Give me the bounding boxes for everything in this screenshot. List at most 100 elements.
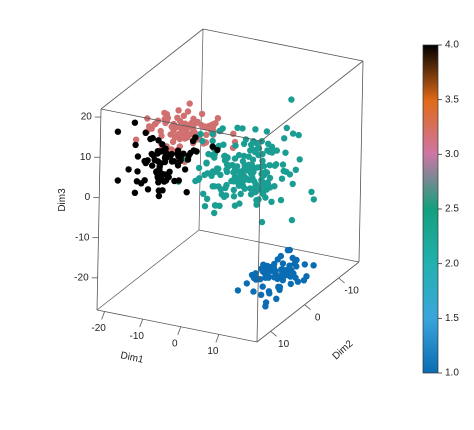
- scatter-point: [176, 135, 183, 143]
- box-edge: [100, 108, 262, 142]
- colorbar-tick-label: 1.0: [445, 368, 459, 379]
- colorbar-tick-label: 3.5: [445, 94, 459, 105]
- x-axis-tick: [101, 311, 105, 320]
- scatter-point: [216, 202, 223, 209]
- scatter-point: [296, 156, 303, 163]
- scatter-point: [249, 170, 256, 177]
- scatter-point: [209, 137, 216, 145]
- scatter-point: [200, 190, 207, 197]
- scatter-point: [241, 185, 248, 192]
- scatter-point: [282, 149, 289, 156]
- scatter-point: [180, 150, 187, 157]
- scatter-point: [265, 288, 273, 295]
- scatter-point: [240, 140, 248, 147]
- colorbar: 1.0 1.5 2.0 2.5 3.0 3.5 4.0: [422, 40, 459, 379]
- box-edge: [198, 229, 360, 263]
- z-tick-label: 20: [81, 112, 93, 123]
- y-tick-label: -10: [344, 286, 359, 297]
- scatter-point: [175, 177, 182, 184]
- scatter-point: [198, 110, 206, 118]
- z-tick-label: 0: [85, 192, 91, 203]
- scatter-point: [252, 126, 259, 133]
- scatter-point: [254, 140, 261, 147]
- scatter-point: [289, 180, 296, 188]
- scatter-point: [149, 134, 156, 142]
- box-edge: [198, 28, 204, 231]
- x-tick-label: 10: [207, 346, 219, 357]
- box-edge: [358, 60, 364, 263]
- scatter-point: [211, 209, 218, 217]
- scatter-point: [159, 141, 166, 148]
- y-tick-label: 0: [315, 312, 321, 323]
- scatter-point: [157, 127, 164, 135]
- scatter-point: [193, 148, 200, 155]
- scatter-point: [159, 187, 166, 194]
- scatter-point: [301, 261, 308, 268]
- scatter-point: [275, 284, 282, 291]
- scatter-point: [132, 141, 139, 149]
- scatter-point: [235, 151, 243, 159]
- scatter-point: [286, 246, 293, 254]
- x-tick-label: 0: [172, 338, 178, 349]
- scatter-point: [174, 147, 182, 154]
- scatter-point: [201, 203, 209, 210]
- axis-ticks: -20 -10 0 10 20 -20 -10 0 10 -10 0 10: [74, 112, 359, 357]
- box-edge: [256, 261, 360, 343]
- scatter-point: [234, 287, 242, 294]
- scatter-point: [172, 124, 180, 131]
- scatter-point: [239, 125, 246, 132]
- scatter-point: [222, 184, 229, 192]
- scatter-point: [289, 130, 297, 137]
- scatter-point: [277, 196, 285, 204]
- scatter-point: [268, 198, 275, 205]
- scatter-point: [266, 162, 273, 169]
- plot-box-back: [96, 28, 360, 311]
- scatter-point: [212, 120, 219, 127]
- plot-box-front: [96, 28, 364, 343]
- scatter-point: [162, 145, 169, 152]
- box-edge: [96, 108, 102, 311]
- scatter-point: [141, 177, 148, 184]
- scatter-point: [153, 169, 160, 176]
- colorbar-tick-label: 2.5: [445, 204, 459, 215]
- scatter-point: [283, 124, 290, 132]
- scatter-point: [149, 162, 156, 169]
- scatter-point: [163, 150, 170, 157]
- scatter-point: [237, 190, 244, 198]
- scatter-point: [144, 186, 152, 193]
- scatter-point: [195, 164, 203, 172]
- scatter-point: [133, 178, 141, 185]
- scatter-point: [125, 166, 132, 173]
- scatter-point: [263, 128, 271, 135]
- scatter-point: [209, 143, 216, 150]
- scatter-point: [266, 174, 274, 182]
- scatter-point: [239, 158, 247, 165]
- scatter-point: [209, 130, 216, 137]
- scatter-point: [243, 175, 250, 182]
- scatter-point: [214, 115, 222, 122]
- scatter-point: [215, 183, 222, 190]
- scatter-point: [184, 156, 192, 163]
- scatter-point: [148, 125, 155, 132]
- scatter-point: [286, 171, 294, 178]
- scatter-point: [236, 200, 243, 207]
- scatter-point: [131, 189, 139, 196]
- scatter-point: [279, 161, 287, 168]
- scatter-point: [203, 160, 210, 167]
- scatter-point: [259, 283, 266, 290]
- scatter-point: [253, 201, 260, 208]
- scatter-point: [252, 270, 259, 277]
- scatter-point: [246, 185, 254, 192]
- scatter-point: [213, 165, 221, 172]
- scatter-point: [131, 119, 139, 126]
- scatter-point: [250, 146, 257, 154]
- scatter-point: [154, 150, 161, 157]
- scatter-point: [240, 152, 248, 160]
- scatter-point: [156, 163, 163, 170]
- box-edge: [202, 28, 364, 62]
- box-edge: [256, 140, 262, 343]
- box-edge: [96, 229, 200, 311]
- box-edge: [96, 309, 258, 343]
- scatter-point: [281, 135, 288, 142]
- colorbar-gradient: [422, 44, 439, 374]
